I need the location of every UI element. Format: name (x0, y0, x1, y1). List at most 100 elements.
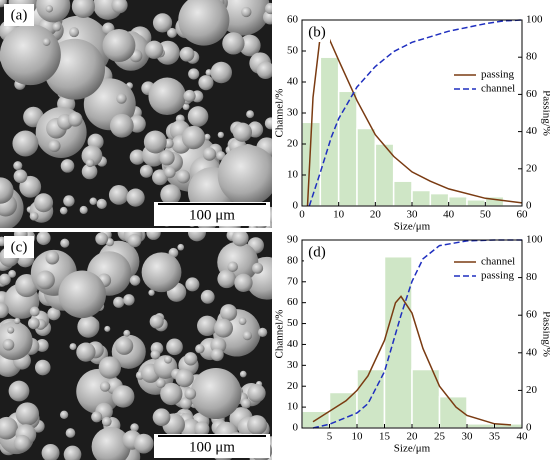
particle (182, 103, 190, 111)
particle (45, 5, 53, 13)
particle (204, 133, 211, 141)
particle (129, 275, 141, 286)
particle (200, 289, 215, 304)
x-tick-label: 0 (299, 209, 305, 221)
particle (155, 378, 166, 389)
bar (429, 192, 450, 207)
scale-bar-box (154, 434, 270, 458)
bar (337, 90, 358, 207)
particle (210, 61, 232, 84)
particle (8, 269, 17, 278)
particle (123, 329, 131, 337)
y-axis-label: Channel/% (274, 310, 286, 359)
y-tick-label: 0 (293, 200, 299, 212)
legend-label: channel (481, 256, 515, 268)
particle (146, 232, 161, 240)
x-tick-label: 5 (327, 431, 333, 443)
particle (143, 130, 167, 154)
particle (264, 2, 272, 15)
particle (13, 434, 31, 452)
particle (59, 410, 69, 419)
bar (356, 127, 377, 207)
x-tick-label: 50 (480, 209, 492, 221)
y2-tick-label: 80 (526, 51, 538, 63)
particle (69, 343, 77, 351)
particle (141, 252, 182, 293)
particle (215, 0, 271, 36)
particle (98, 356, 122, 379)
particle (256, 61, 272, 80)
y-tick-label: 90 (287, 234, 299, 246)
particle (101, 416, 112, 427)
particle (247, 384, 266, 403)
particle (111, 0, 128, 14)
particle (239, 370, 247, 378)
particle (178, 0, 230, 46)
particle (238, 34, 261, 57)
particle (81, 163, 98, 180)
sem-image: (c) 100 μm (0, 232, 272, 460)
particle (102, 29, 136, 62)
particle (133, 433, 154, 454)
particle (60, 238, 70, 248)
particle (188, 68, 200, 80)
particle (197, 315, 218, 336)
x-tick-label: 40 (443, 209, 455, 221)
panel-label: (c) (11, 239, 28, 255)
panel-label: (d) (308, 244, 326, 260)
particle (60, 159, 75, 173)
particle (240, 398, 252, 409)
particle (190, 367, 242, 420)
particle (217, 145, 272, 206)
particle (152, 408, 171, 427)
label-box (4, 4, 34, 26)
y2-tick-label: 60 (526, 88, 538, 100)
particle (166, 338, 183, 356)
particle (85, 158, 95, 168)
particle (222, 32, 245, 55)
x-axis-label: Size/μm (394, 443, 431, 455)
particle (91, 411, 103, 423)
particle (150, 349, 161, 360)
y-tick-label: 30 (287, 107, 299, 119)
particle (69, 27, 80, 38)
particle (183, 352, 198, 366)
legend-label: passing (481, 69, 515, 81)
particle (0, 416, 18, 440)
bar (466, 199, 487, 207)
bar (383, 255, 413, 429)
particle (27, 317, 40, 330)
particle (187, 106, 209, 127)
particle (99, 381, 111, 392)
bar (411, 189, 432, 207)
scale-bar-label: 100 μm (189, 439, 235, 455)
y-tick-label: 40 (287, 338, 299, 350)
particle (65, 428, 76, 438)
particle (227, 261, 238, 272)
particle (45, 250, 60, 265)
particle (181, 125, 206, 150)
curve (308, 19, 523, 207)
label-box (304, 242, 330, 262)
y2-axis-label: Passing/% (540, 90, 550, 136)
particles (0, 232, 272, 460)
x-tick-label: 60 (517, 209, 529, 221)
y2-tick-label: 80 (526, 271, 538, 283)
particle (183, 89, 196, 103)
x-tick-label: 20 (370, 209, 382, 221)
particle (0, 302, 9, 319)
particle (247, 415, 268, 435)
particle (34, 193, 54, 213)
y2-tick-label: 20 (526, 384, 538, 396)
particle (35, 270, 55, 290)
particle (0, 273, 11, 286)
bar (392, 180, 413, 207)
particle (164, 166, 176, 179)
particle (179, 397, 192, 410)
particle (95, 232, 109, 246)
particle (13, 169, 28, 184)
particle (29, 306, 40, 317)
particle (252, 262, 264, 274)
panel-label: (b) (308, 24, 326, 40)
particle (195, 344, 205, 354)
